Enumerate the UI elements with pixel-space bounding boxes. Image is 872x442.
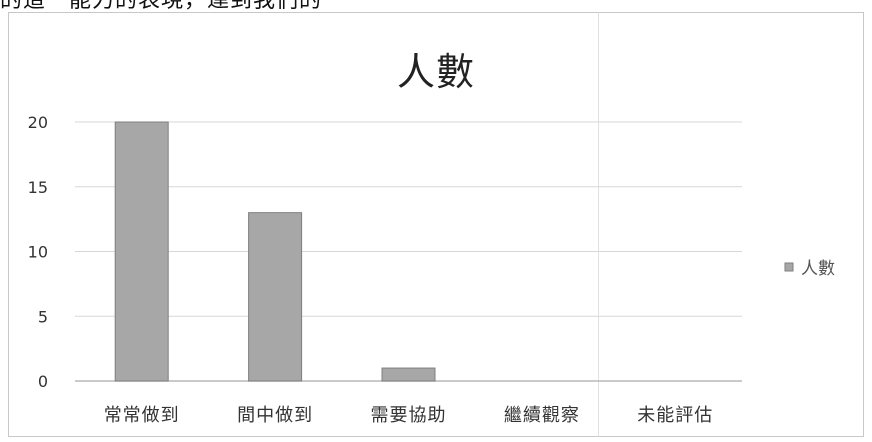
cropped-page-text: 的這一能力的表現，達到我們的 [0, 0, 872, 12]
x-category-label: 繼續觀察 [504, 405, 580, 426]
background-divider [598, 12, 599, 437]
chart-title: 人數 [396, 50, 475, 94]
x-category-label: 常常做到 [104, 405, 180, 426]
legend-label: 人數 [801, 259, 835, 279]
x-category-label: 需要協助 [371, 405, 447, 426]
y-tick-label: 15 [28, 178, 48, 197]
bar [381, 367, 436, 382]
y-tick-label: 5 [38, 307, 48, 326]
y-tick-label: 0 [38, 372, 48, 391]
x-category-label: 間中做到 [237, 405, 313, 426]
legend-swatch [784, 262, 794, 272]
bar [248, 212, 303, 382]
y-tick-label: 20 [28, 113, 48, 132]
y-tick-label: 10 [28, 243, 48, 262]
bar [114, 121, 169, 382]
x-category-label: 未能評估 [637, 405, 713, 426]
